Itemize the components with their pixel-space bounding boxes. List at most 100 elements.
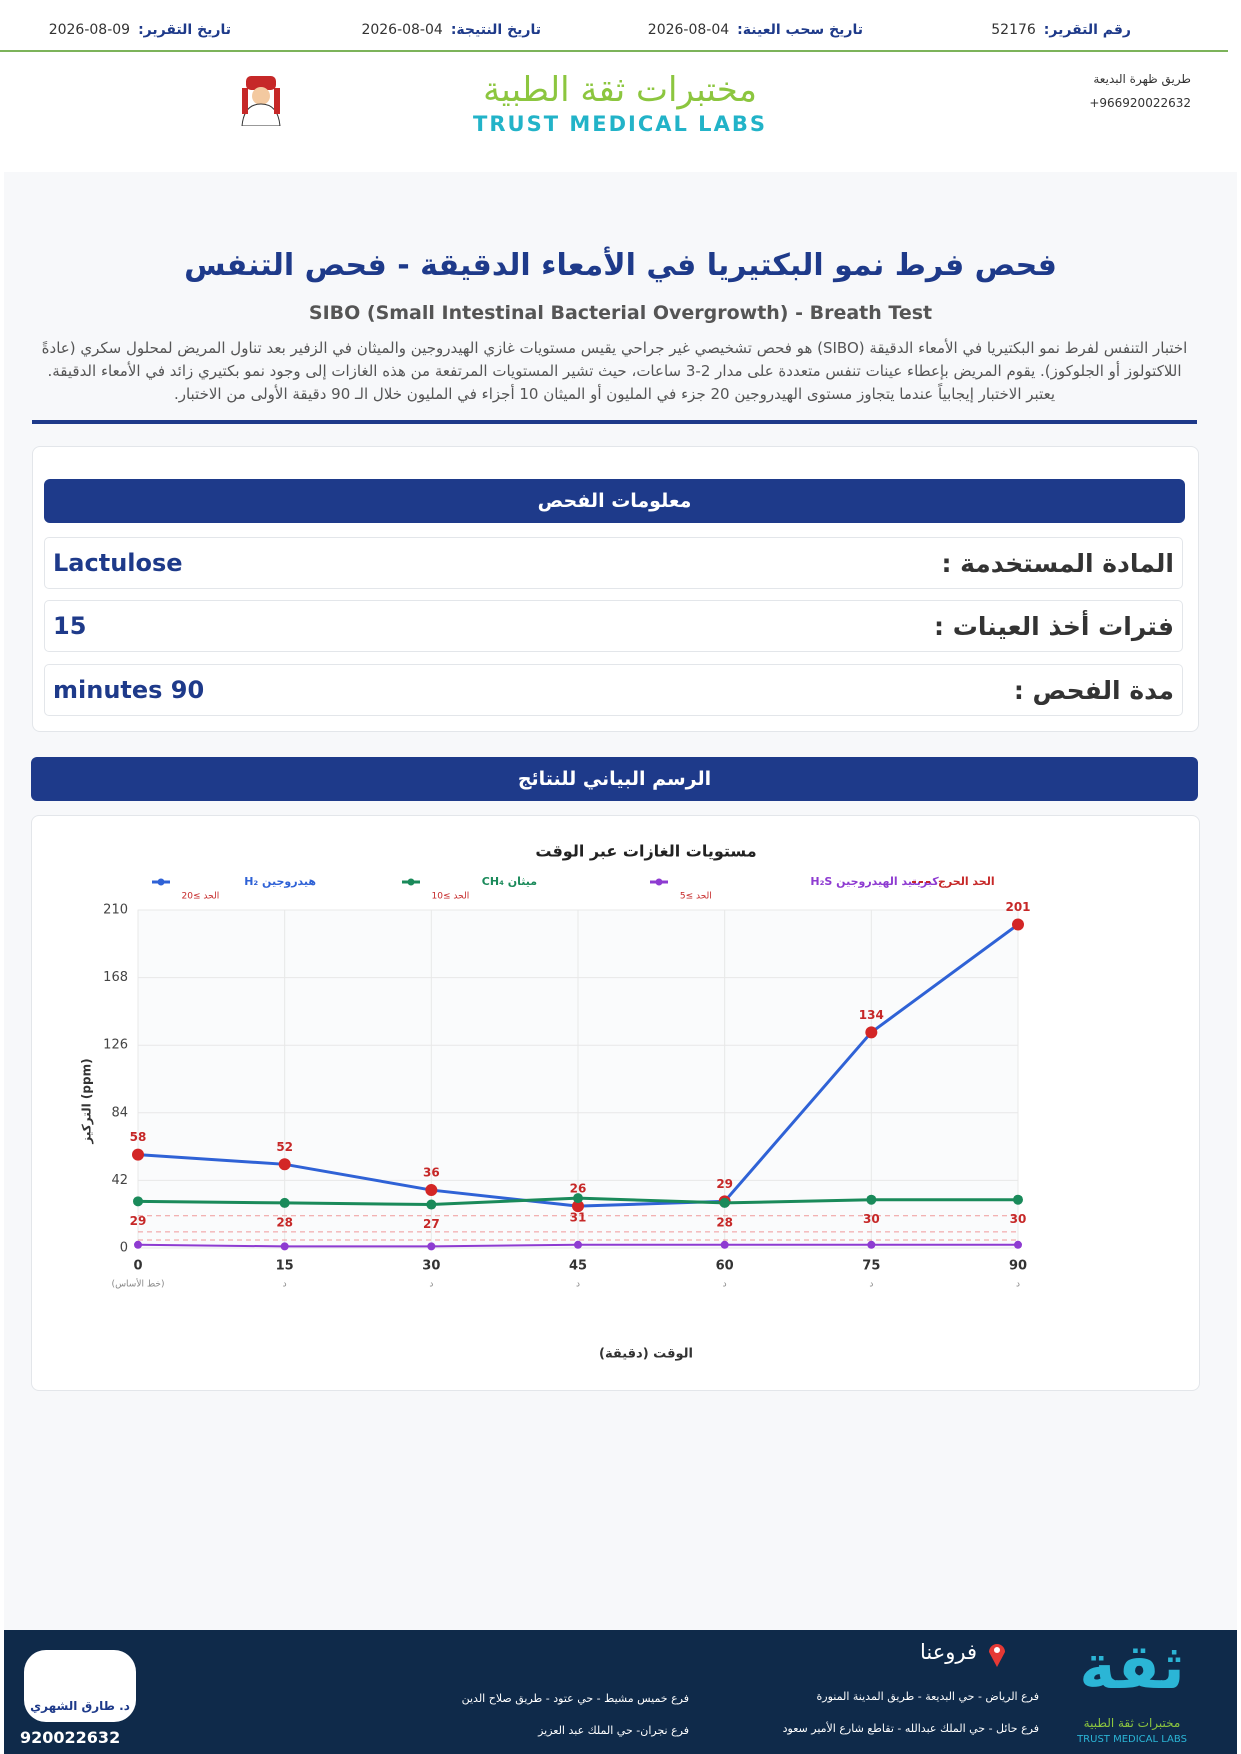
footer-logo-ar: مختبرات ثقة الطبية (1083, 1716, 1181, 1730)
data-point (866, 1194, 877, 1205)
info-label: فترات أخذ العينات : (934, 611, 1174, 641)
info-row: مدة الفحص : minutes 90 (44, 664, 1183, 716)
x-tick-label: 0 (133, 1259, 142, 1274)
branch: فرع نجران- حي الملك عبد العزيز (538, 1724, 689, 1737)
info-value: 15 (53, 612, 87, 640)
x-tick-label: 75 (862, 1259, 880, 1274)
data-label: 30 (863, 1212, 880, 1226)
x-tick-label: 15 (276, 1259, 294, 1274)
y-tick-label: 42 (111, 1173, 128, 1188)
data-label: 27 (423, 1217, 440, 1231)
legend-swatch-dot (157, 878, 165, 886)
phone: +966920022632 (1089, 96, 1191, 110)
address: طريق ظهرة البديعة (1093, 72, 1191, 86)
value: 2026-08-09 (48, 22, 131, 38)
chart: مستويات الغازات عبر الوقت التركيز (ppm) … (80, 842, 1031, 1362)
x-tick-note: (خط الأساس) (112, 1278, 165, 1290)
branch: فرع حائل - حي الملك عبدالله - تقاطع شارع… (782, 1722, 1039, 1735)
logo-en: TRUST MEDICAL LABS (473, 112, 767, 136)
data-point (1013, 1194, 1023, 1205)
value: 52176 (991, 22, 1036, 38)
title-en: SIBO (Small Intestinal Bacterial Overgro… (308, 302, 933, 324)
header-item: تاريخ النتيجة: 2026-08-04 (361, 22, 541, 38)
data-label: 26 (570, 1182, 587, 1196)
legend-label: ميثان CH₄ (482, 875, 537, 888)
data-label: 134 (859, 1008, 884, 1022)
data-label: 28 (716, 1215, 733, 1229)
x-tick-label: 90 (1009, 1259, 1027, 1274)
data-point (279, 1197, 290, 1208)
data-label: 52 (276, 1140, 293, 1154)
description: اختبار التنفس لفرط نمو البكتيريا في الأم… (41, 339, 1188, 403)
label: تاريخ التقرير: (138, 22, 231, 38)
footer: فروعنا فرع الرياض - حي البديعة - طريق ال… (4, 1630, 1237, 1754)
x-tick-label: 45 (569, 1259, 587, 1274)
x-tick-note: د (1016, 1280, 1020, 1290)
data-point (426, 1199, 437, 1210)
y-tick-label: 168 (103, 970, 128, 985)
data-point (425, 1184, 438, 1197)
info-row: فترات أخذ العينات : 15 (44, 600, 1183, 652)
data-label: 30 (1010, 1212, 1027, 1226)
data-point (867, 1240, 876, 1249)
data-label: 58 (130, 1130, 147, 1144)
info-label: المادة المستخدمة : (941, 548, 1174, 578)
chart-heading: الرسم البياني للنتائج (31, 757, 1198, 801)
data-point (572, 1200, 584, 1213)
header-item: تاريخ سحب العينة: 2026-08-04 (648, 22, 863, 38)
title-ar: فحص فرط نمو البكتيريا في الأمعاء الدقيقة… (184, 248, 1057, 283)
info-label: مدة الفحص : (1013, 675, 1174, 705)
data-point (134, 1240, 142, 1249)
x-tick-label: 30 (422, 1259, 440, 1274)
y-axis-label: التركيز (ppm) (80, 1058, 94, 1144)
data-label: 36 (423, 1166, 440, 1180)
legend-threshold: الحد ≥10 (432, 892, 470, 902)
x-tick-note: د (576, 1280, 580, 1290)
data-label: 28 (276, 1215, 293, 1229)
value: 2026-08-04 (361, 22, 443, 38)
chart-box: مستويات الغازات عبر الوقت التركيز (ppm) … (31, 815, 1200, 1391)
data-point (1014, 1240, 1022, 1249)
data-label: 201 (1005, 900, 1030, 914)
data-point (573, 1193, 583, 1204)
info-value: minutes 90 (53, 676, 205, 704)
chart-title: مستويات الغازات عبر الوقت (535, 842, 756, 861)
footer-logo: ثقة (1079, 1630, 1185, 1703)
y-tick-label: 84 (111, 1105, 128, 1120)
y-tick-label: 0 (120, 1241, 128, 1256)
legend-label: الحد الحرج (938, 875, 995, 889)
data-point (574, 1240, 582, 1249)
legend-threshold: الحد ≥5 (680, 892, 712, 902)
branches-heading: فروعنا (919, 1640, 977, 1664)
branch: فرع الرياض - حي البديعة - طريق المدينة ا… (816, 1690, 1039, 1703)
data-point (132, 1148, 144, 1161)
data-point (133, 1196, 143, 1207)
header-item: رقم التقرير: 52176 (991, 22, 1131, 38)
info-value: Lactulose (53, 549, 183, 577)
data-point (720, 1240, 729, 1249)
data-point (280, 1242, 289, 1251)
title-rule (32, 420, 1197, 424)
legend-swatch-dot (655, 878, 663, 886)
branch: فرع خميس مشيط - حي عتود - طريق صلاح الدي… (461, 1692, 689, 1705)
value: 2026-08-04 (647, 22, 730, 38)
pin-icon (989, 1644, 1005, 1667)
legend-swatch-dot (407, 878, 415, 886)
label: تاريخ النتيجة: (450, 22, 541, 38)
data-point (719, 1197, 730, 1208)
y-tick-label: 126 (103, 1038, 128, 1053)
label: تاريخ سحب العينة: (737, 22, 863, 38)
data-point (427, 1242, 436, 1251)
y-tick-label: 210 (103, 903, 128, 918)
data-point (865, 1026, 878, 1039)
x-tick-label: 60 (716, 1259, 734, 1274)
data-label: 29 (716, 1177, 733, 1191)
data-label: 29 (130, 1214, 147, 1228)
info-heading: معلومات الفحص (44, 479, 1185, 523)
label: رقم التقرير: (1043, 22, 1131, 38)
legend-label: هيدروجين H₂ (244, 875, 316, 888)
logo-ar: مختبرات ثقة الطبية (483, 70, 757, 110)
header-rule (0, 50, 1228, 52)
legend-label: كبريتيد الهيدروجين H₂S (810, 875, 939, 888)
